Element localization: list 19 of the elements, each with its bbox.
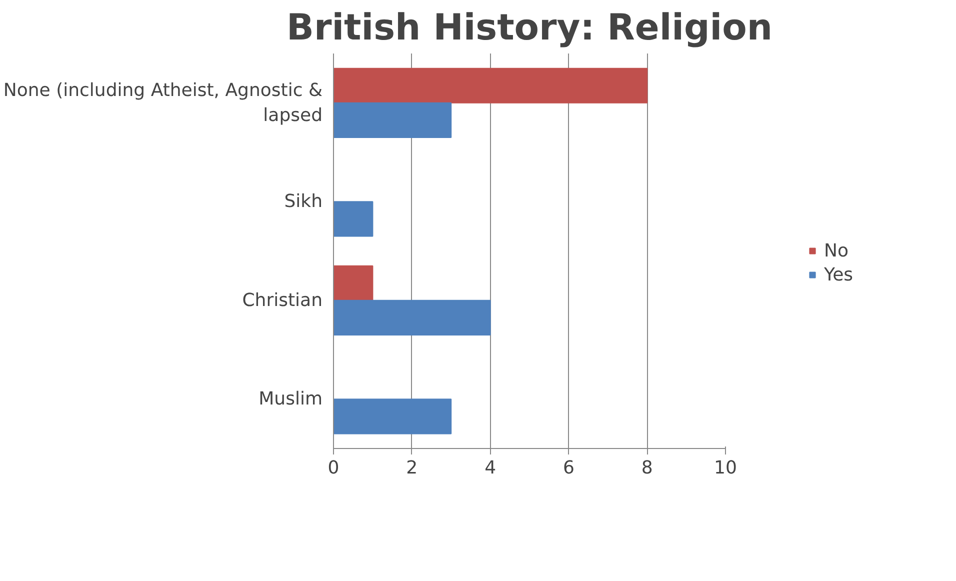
y-tick-label: Christian: [242, 290, 323, 311]
y-tick-label: Muslim: [258, 388, 323, 410]
bar: [334, 201, 374, 237]
bar: [334, 68, 648, 104]
x-tick-label: 4: [484, 458, 496, 478]
x-tick-label: 2: [406, 458, 418, 478]
x-tick-label: 6: [562, 458, 574, 478]
x-tick-label: 10: [714, 458, 737, 478]
bar: [334, 398, 452, 434]
legend-label: No: [824, 240, 848, 261]
y-tick-label: None (including Atheist, Agnostic & lapsed: [3, 80, 323, 126]
bar: [334, 102, 452, 138]
x-tick-label: 8: [641, 458, 653, 478]
bar: [334, 300, 491, 336]
bar: [334, 265, 374, 301]
chart-title: British History: Religion: [286, 8, 772, 48]
legend-label: Yes: [824, 264, 854, 285]
y-tick-label: Sikh: [284, 191, 323, 212]
x-tick-label: 0: [328, 458, 340, 478]
